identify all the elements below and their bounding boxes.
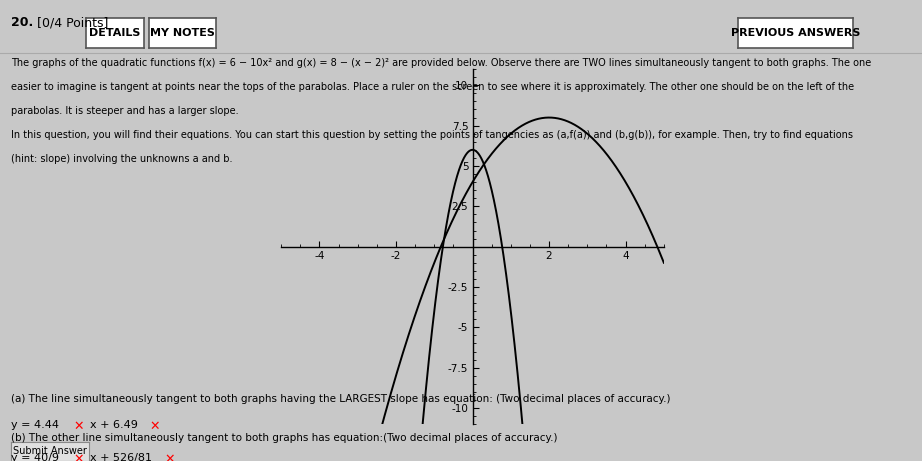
Text: x + 6.49: x + 6.49	[90, 420, 138, 430]
Text: DETAILS: DETAILS	[89, 29, 140, 38]
Text: (b) The other line simultaneously tangent to both graphs has equation:(Two decim: (b) The other line simultaneously tangen…	[11, 433, 558, 443]
Text: ✕: ✕	[74, 453, 84, 461]
Text: Submit Answer: Submit Answer	[13, 446, 88, 456]
Text: y = 4.44: y = 4.44	[11, 420, 59, 430]
Text: PREVIOUS ANSWERS: PREVIOUS ANSWERS	[730, 29, 860, 38]
Text: MY NOTES: MY NOTES	[150, 29, 215, 38]
Text: The graphs of the quadratic functions f(x) = 6 − 10x² and g(x) = 8 − (x − 2)² ar: The graphs of the quadratic functions f(…	[11, 58, 871, 68]
Text: 20.: 20.	[11, 16, 33, 29]
Text: x + 526/81: x + 526/81	[90, 453, 152, 461]
Text: y = 40/9: y = 40/9	[11, 453, 59, 461]
Text: (hint: slope) involving the unknowns a and b.: (hint: slope) involving the unknowns a a…	[11, 154, 232, 164]
Text: parabolas. It is steeper and has a larger slope.: parabolas. It is steeper and has a large…	[11, 106, 239, 116]
Text: ✕: ✕	[164, 453, 174, 461]
Text: (a) The line simultaneously tangent to both graphs having the LARGEST slope has : (a) The line simultaneously tangent to b…	[11, 394, 670, 404]
Text: [0/4 Points]: [0/4 Points]	[37, 16, 108, 29]
Text: In this question, you will find their equations. You can start this question by : In this question, you will find their eq…	[11, 130, 853, 140]
Text: easier to imagine is tangent at points near the tops of the parabolas. Place a r: easier to imagine is tangent at points n…	[11, 82, 854, 92]
Text: ✕: ✕	[149, 420, 160, 432]
Text: ✕: ✕	[74, 420, 84, 432]
